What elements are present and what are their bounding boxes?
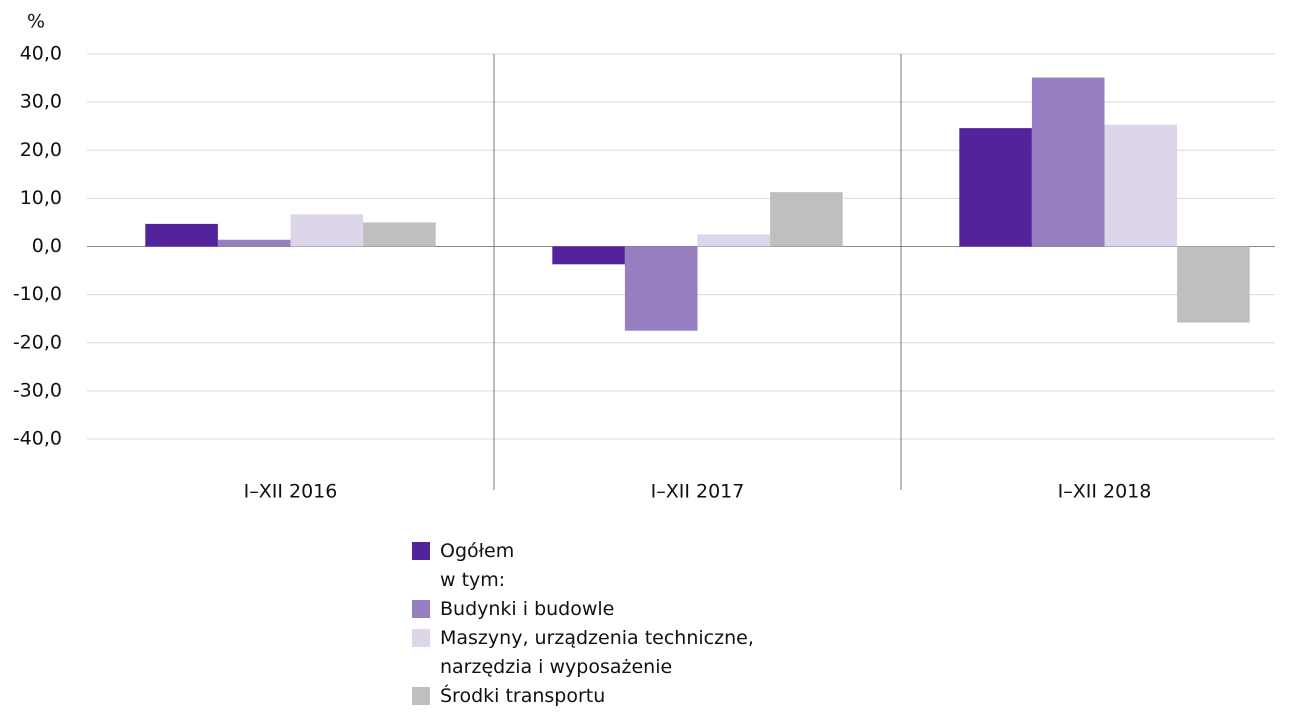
bar [1177, 246, 1250, 323]
legend-label: Maszyny, urządzenia techniczne, narzędzi… [440, 627, 754, 678]
legend-entry: Maszyny, urządzenia techniczne, narzędzi… [412, 624, 840, 682]
y-tick-label: 20,0 [20, 139, 62, 161]
bar [770, 192, 843, 247]
bar [959, 128, 1032, 247]
bar [145, 223, 218, 247]
x-tick-label: I–XII 2017 [651, 481, 745, 503]
legend-label: Budynki i budowle [440, 598, 615, 620]
y-tick-label: 0,0 [32, 235, 62, 257]
x-tick-label: I–XII 2018 [1058, 481, 1152, 503]
bar [217, 239, 291, 247]
y-tick-label: -10,0 [13, 283, 62, 305]
bar [1031, 77, 1105, 247]
bar [697, 234, 771, 247]
legend-swatch [412, 600, 430, 618]
y-tick-label: 10,0 [20, 187, 62, 209]
legend-entry: Budynki i budowle [412, 595, 840, 624]
chart: % 40,0 30,0 20,0 10,0 0,0 -10,0 -20,0 -30,0 -40,… [13, 11, 1275, 503]
legend-swatch [412, 629, 430, 647]
legend-entry: Ogółem [412, 537, 840, 566]
y-tick-label: 30,0 [20, 91, 62, 113]
legend-entry: Środki transportu [412, 682, 840, 711]
legend-swatch [412, 542, 430, 560]
x-tick-label: I–XII 2016 [244, 481, 338, 503]
y-tick-label: -30,0 [13, 379, 62, 401]
y-unit: % [27, 11, 45, 33]
y-tick-label: -40,0 [13, 428, 62, 450]
bar [624, 246, 698, 331]
y-tick-label: -20,0 [13, 331, 62, 353]
bar [552, 246, 625, 265]
legend-label: Środki transportu [440, 685, 606, 707]
bar [290, 214, 364, 247]
bar [363, 222, 436, 247]
legend-swatch [412, 687, 430, 705]
y-tick-label: 40,0 [20, 43, 62, 65]
legend-note: w tym: [440, 569, 506, 591]
legend: Ogółem w tym: Budynki i budowle Maszyny, ur… [412, 537, 840, 711]
legend-label: Ogółem [440, 540, 515, 562]
bar [1104, 124, 1178, 247]
